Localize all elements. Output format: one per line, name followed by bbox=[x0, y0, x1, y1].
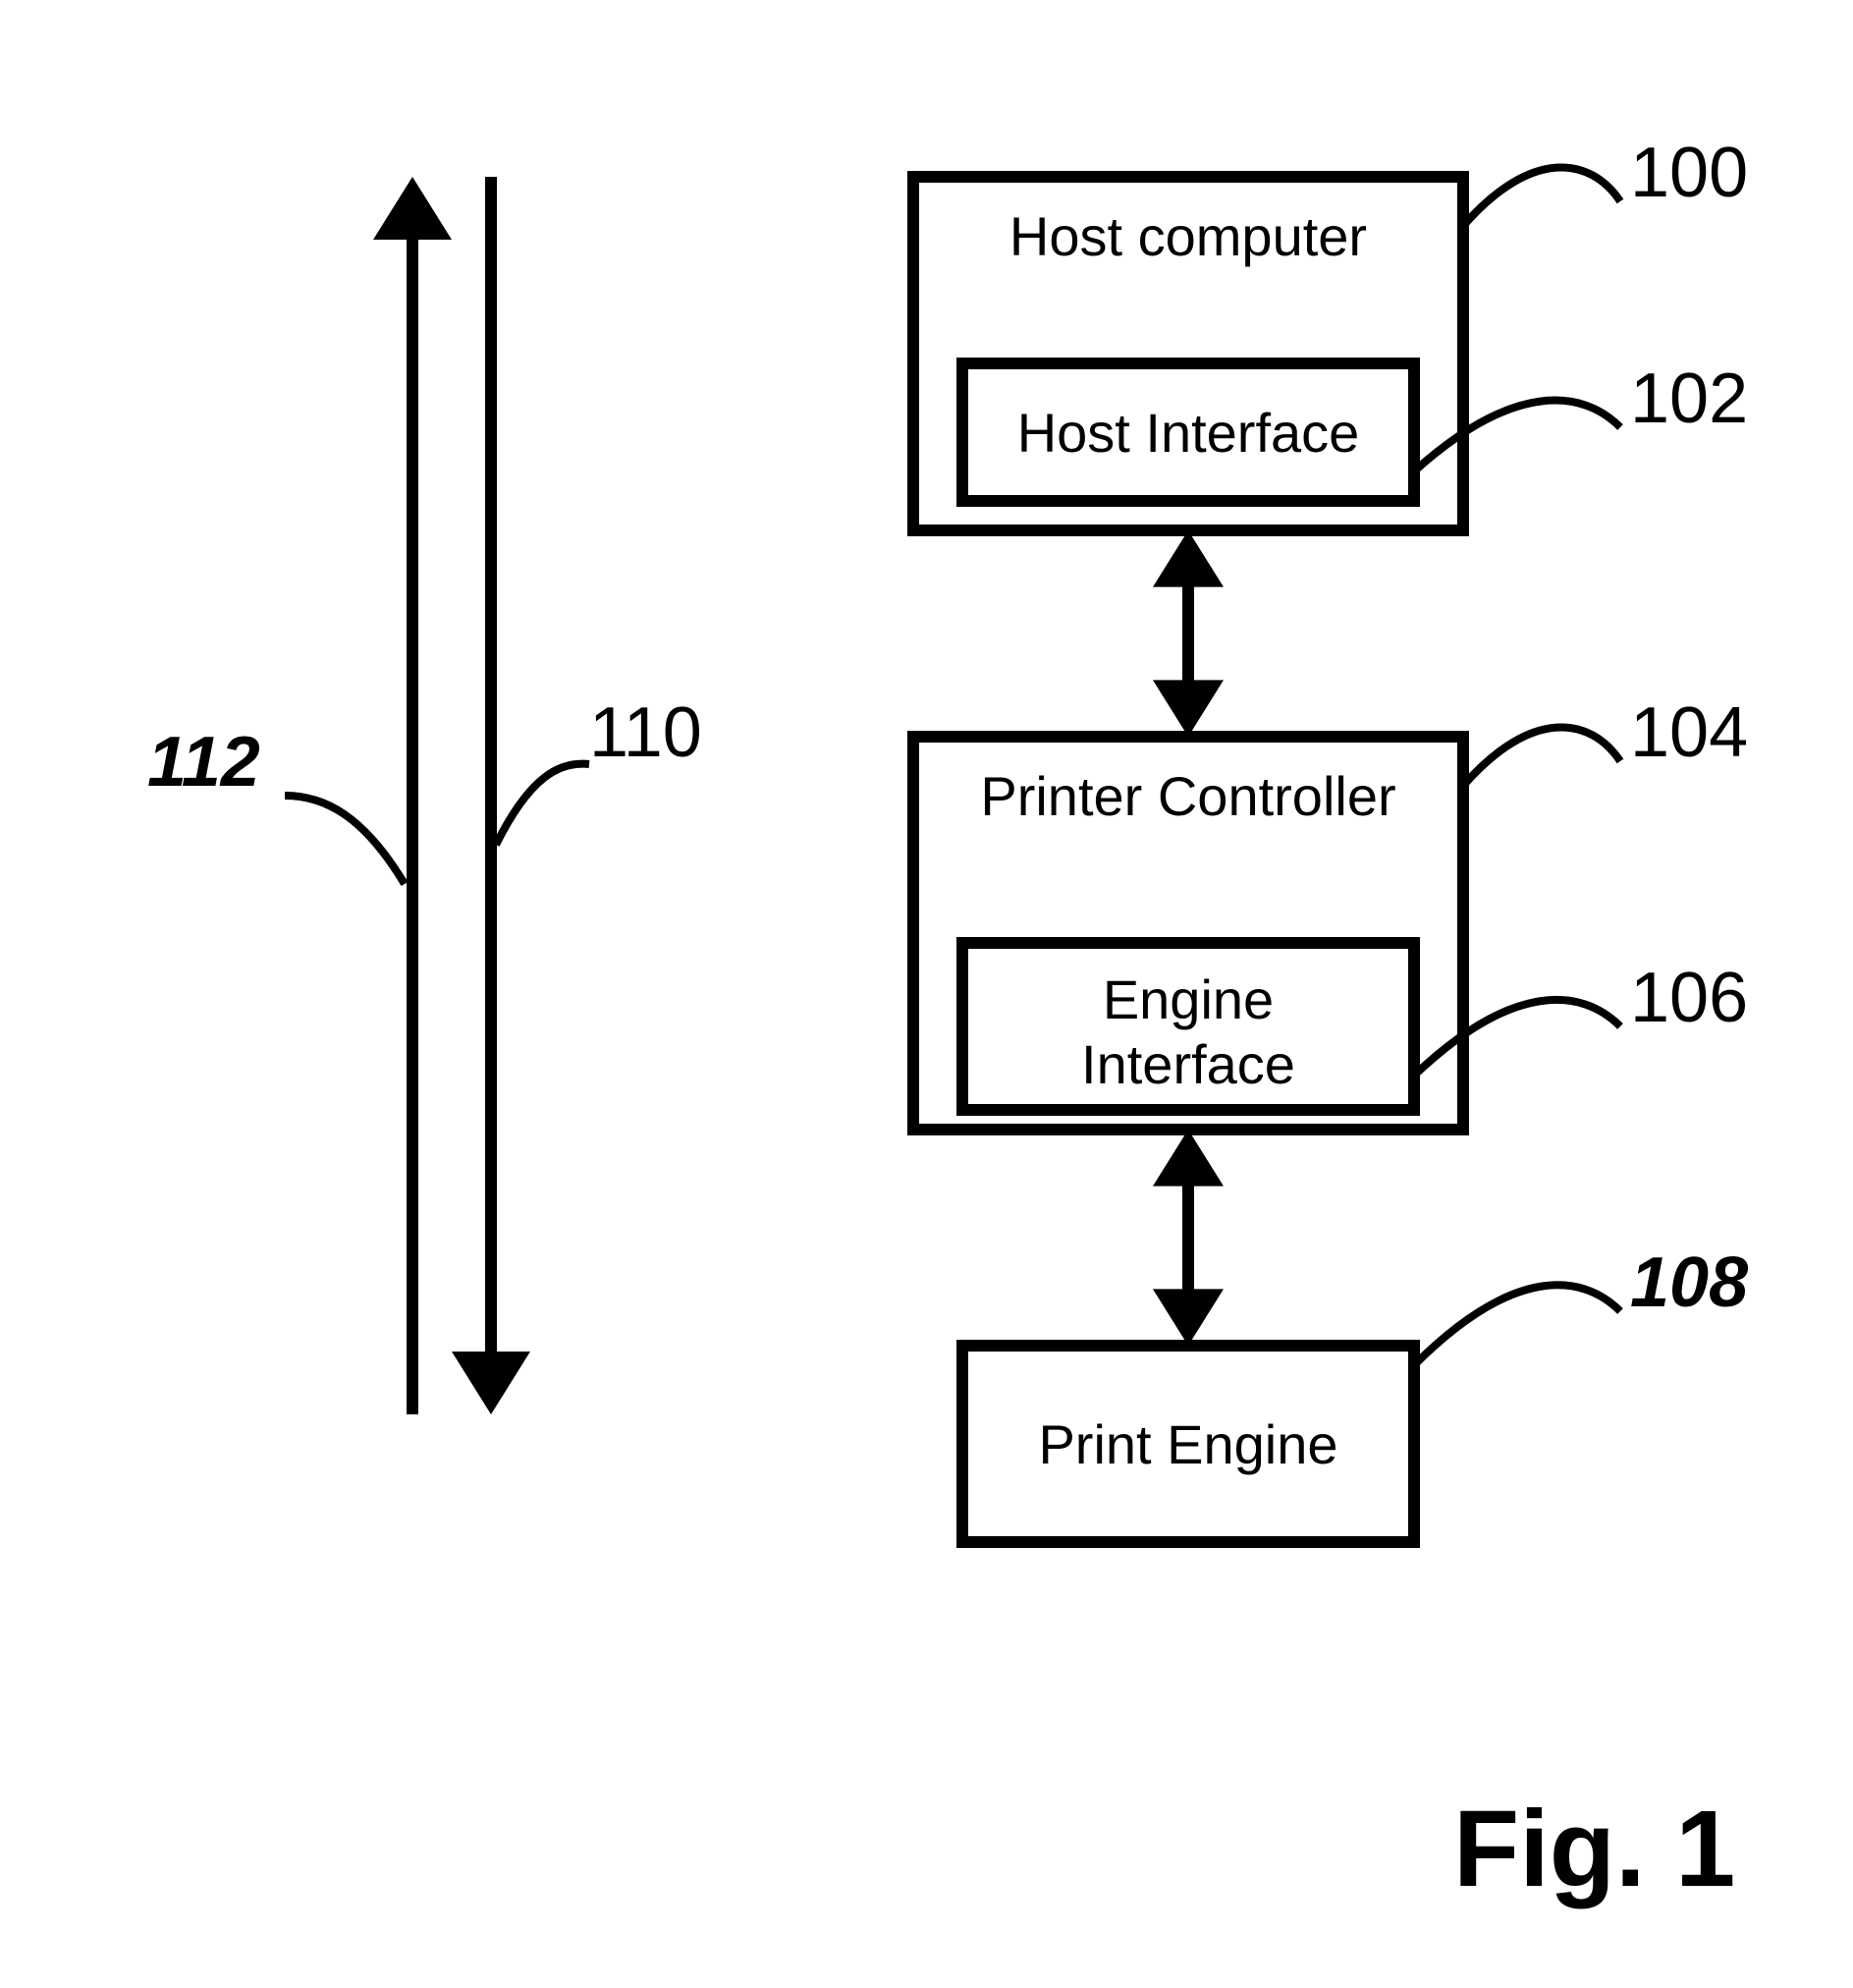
leader-l106 bbox=[1414, 1000, 1620, 1076]
leader-l110 bbox=[496, 764, 589, 845]
engine_interface-label-line2: Interface bbox=[1081, 1033, 1295, 1095]
printer_controller-label: Printer Controller bbox=[980, 765, 1395, 827]
host_computer-label: Host computer bbox=[1009, 205, 1367, 267]
leader-l100 bbox=[1463, 167, 1620, 226]
ref-102: 102 bbox=[1630, 359, 1748, 438]
engine_interface-label-line1: Engine bbox=[1103, 968, 1274, 1030]
figure-label: Fig. 1 bbox=[1453, 1789, 1735, 1909]
host_interface-label: Host Interface bbox=[1017, 402, 1360, 464]
leader-l108 bbox=[1414, 1285, 1620, 1365]
ref-108: 108 bbox=[1630, 1243, 1748, 1322]
leader-l102 bbox=[1414, 401, 1620, 471]
ref-112: 112 bbox=[147, 723, 260, 801]
ref-104: 104 bbox=[1630, 693, 1748, 772]
ref-106: 106 bbox=[1630, 959, 1748, 1037]
ref-110: 110 bbox=[589, 693, 702, 772]
ref-100: 100 bbox=[1630, 134, 1748, 212]
print_engine-label: Print Engine bbox=[1038, 1413, 1337, 1475]
leader-l112 bbox=[285, 796, 405, 884]
leader-l104 bbox=[1463, 727, 1620, 786]
